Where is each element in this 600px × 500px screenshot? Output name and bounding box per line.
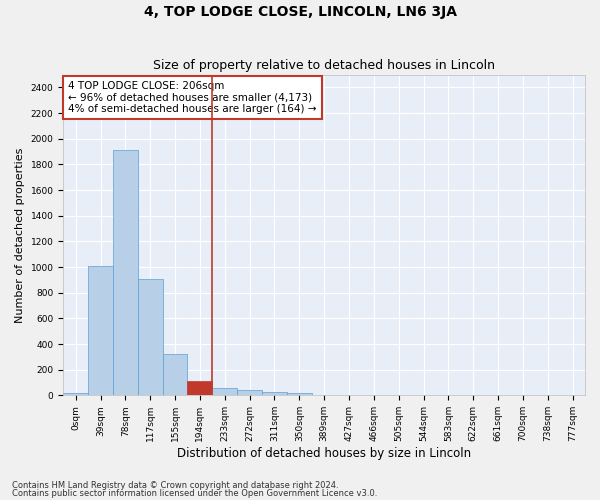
Bar [287,393,312,396]
Title: Size of property relative to detached houses in Lincoln: Size of property relative to detached ho… [153,59,495,72]
Text: 4, TOP LODGE CLOSE, LINCOLN, LN6 3JA: 4, TOP LODGE CLOSE, LINCOLN, LN6 3JA [143,5,457,19]
Bar [63,393,88,396]
Text: 4 TOP LODGE CLOSE: 206sqm
← 96% of detached houses are smaller (4,173)
4% of sem: 4 TOP LODGE CLOSE: 206sqm ← 96% of detac… [68,81,317,114]
Bar [187,381,212,396]
Bar [237,390,262,396]
Bar [88,266,113,396]
Bar [212,388,237,396]
Bar [138,278,163,396]
Text: Contains HM Land Registry data © Crown copyright and database right 2024.: Contains HM Land Registry data © Crown c… [12,480,338,490]
Bar [262,392,287,396]
Text: Contains public sector information licensed under the Open Government Licence v3: Contains public sector information licen… [12,489,377,498]
Bar [113,150,138,396]
Bar [163,354,187,396]
Y-axis label: Number of detached properties: Number of detached properties [15,148,25,322]
X-axis label: Distribution of detached houses by size in Lincoln: Distribution of detached houses by size … [177,447,471,460]
